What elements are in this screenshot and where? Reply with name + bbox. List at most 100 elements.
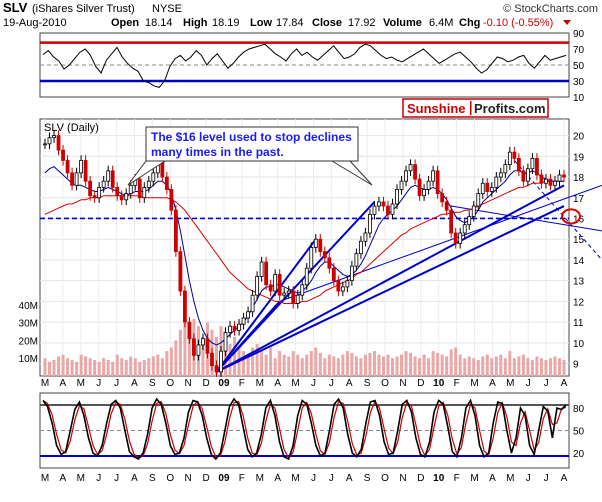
volume-bar xyxy=(147,358,151,376)
candle-body xyxy=(471,205,476,217)
exchange: NYSE xyxy=(152,3,182,15)
candle-body xyxy=(535,157,539,176)
volume-bar xyxy=(106,359,110,376)
sunshine-profits-logo: Sunshine Profits.com xyxy=(402,98,549,118)
candle-body xyxy=(553,180,557,186)
volume-bar xyxy=(381,356,385,376)
candle-body xyxy=(413,164,417,180)
volume-bar xyxy=(440,354,444,376)
price-month-label: M xyxy=(291,378,299,389)
volume-bar xyxy=(183,322,187,376)
volume-bar xyxy=(124,359,128,376)
candle-body xyxy=(223,332,228,352)
candle-body xyxy=(449,209,454,234)
price-month-label: F xyxy=(454,378,460,389)
volume-bar xyxy=(539,358,543,376)
volume-bar xyxy=(160,358,164,376)
close-label: Close xyxy=(312,17,342,29)
volume-bar xyxy=(503,358,507,376)
candle-body xyxy=(187,321,192,340)
stochastic-month-label: A xyxy=(60,473,67,484)
price-month-label: J xyxy=(114,378,119,389)
price-month-label: D xyxy=(417,378,424,389)
volume-bar xyxy=(530,359,534,376)
volume-bar xyxy=(418,358,422,376)
volume-bar xyxy=(553,356,557,376)
rsi-tick-label: 30 xyxy=(573,77,585,88)
candle-body xyxy=(273,274,278,292)
volume-bar xyxy=(490,358,494,376)
candle-body xyxy=(196,344,201,356)
candle-body xyxy=(322,251,327,259)
price-month-label: J xyxy=(526,378,531,389)
candle-body xyxy=(228,325,232,333)
rsi-layer: 10 30 50 70 90 xyxy=(40,29,585,104)
volume-bar xyxy=(120,358,124,376)
volume-bar xyxy=(66,358,70,376)
price-month-label: A xyxy=(274,378,281,389)
price-month-label: J xyxy=(544,378,549,389)
volume-bar xyxy=(165,351,169,376)
stochastic-month-label: D xyxy=(417,473,424,484)
volume-bar xyxy=(436,352,440,376)
volume-bar xyxy=(318,352,322,376)
ticker-name: (iShares Silver Trust) xyxy=(32,3,135,15)
candle-body xyxy=(101,180,106,188)
volume-bar xyxy=(517,356,521,376)
volume-bar xyxy=(431,351,435,376)
volume-bar xyxy=(309,351,313,376)
callout-pointer-left xyxy=(127,160,166,186)
volume-bar xyxy=(499,354,503,376)
volume-bar xyxy=(233,336,237,376)
volume-bar xyxy=(115,354,119,376)
volume-bar xyxy=(368,352,372,376)
stochastic-tick-label: 80 xyxy=(573,404,585,415)
volume-bar xyxy=(273,358,277,376)
open-value: 18.14 xyxy=(145,17,173,29)
volume-bar xyxy=(395,356,399,376)
price-month-label: A xyxy=(561,378,568,389)
volume-bar xyxy=(260,351,264,376)
price-month-label: F xyxy=(239,378,245,389)
candle-body xyxy=(557,174,562,182)
candle-body xyxy=(137,178,142,199)
volume-tick-label: 40M xyxy=(19,301,38,312)
volume-bar xyxy=(372,351,376,376)
candle-body xyxy=(363,232,368,242)
stochastic-month-label: O xyxy=(166,473,174,484)
rsi-tick-label: 70 xyxy=(573,45,585,56)
volume-bar xyxy=(142,359,146,376)
price-month-label: M xyxy=(41,378,49,389)
trend-line xyxy=(215,238,317,373)
logo-divider xyxy=(470,101,472,115)
volume-bar xyxy=(341,354,345,376)
rsi-line xyxy=(42,43,567,88)
stochastic-month-label: M xyxy=(291,473,299,484)
candle-body xyxy=(286,290,291,294)
candle-body xyxy=(331,267,336,282)
callout-line-1: The $16 level used to stop declines xyxy=(151,130,352,144)
volume-bar xyxy=(314,347,318,376)
volume-bar xyxy=(291,351,295,376)
price-panel xyxy=(39,118,570,377)
candle-body xyxy=(422,189,426,197)
candle-body xyxy=(562,174,566,178)
volume-bar xyxy=(409,352,413,376)
ticker-symbol: SLV xyxy=(3,0,28,15)
candle-body xyxy=(377,201,381,207)
candle-body xyxy=(444,201,449,211)
candle-body xyxy=(219,350,223,373)
source-credit: © StockCharts.com xyxy=(503,3,598,15)
price-month-label: M xyxy=(256,378,264,389)
volume-bar xyxy=(377,354,381,376)
candle-body xyxy=(128,184,133,195)
candle-body xyxy=(494,176,499,188)
price-tick-label: 12 xyxy=(573,297,585,308)
candle-body xyxy=(525,168,530,182)
candle-body xyxy=(458,232,463,244)
volume-bar xyxy=(282,354,286,376)
volume-bar xyxy=(300,358,304,376)
volume-bar xyxy=(48,361,52,376)
candle-body xyxy=(426,180,431,190)
volume-bar xyxy=(472,358,476,376)
